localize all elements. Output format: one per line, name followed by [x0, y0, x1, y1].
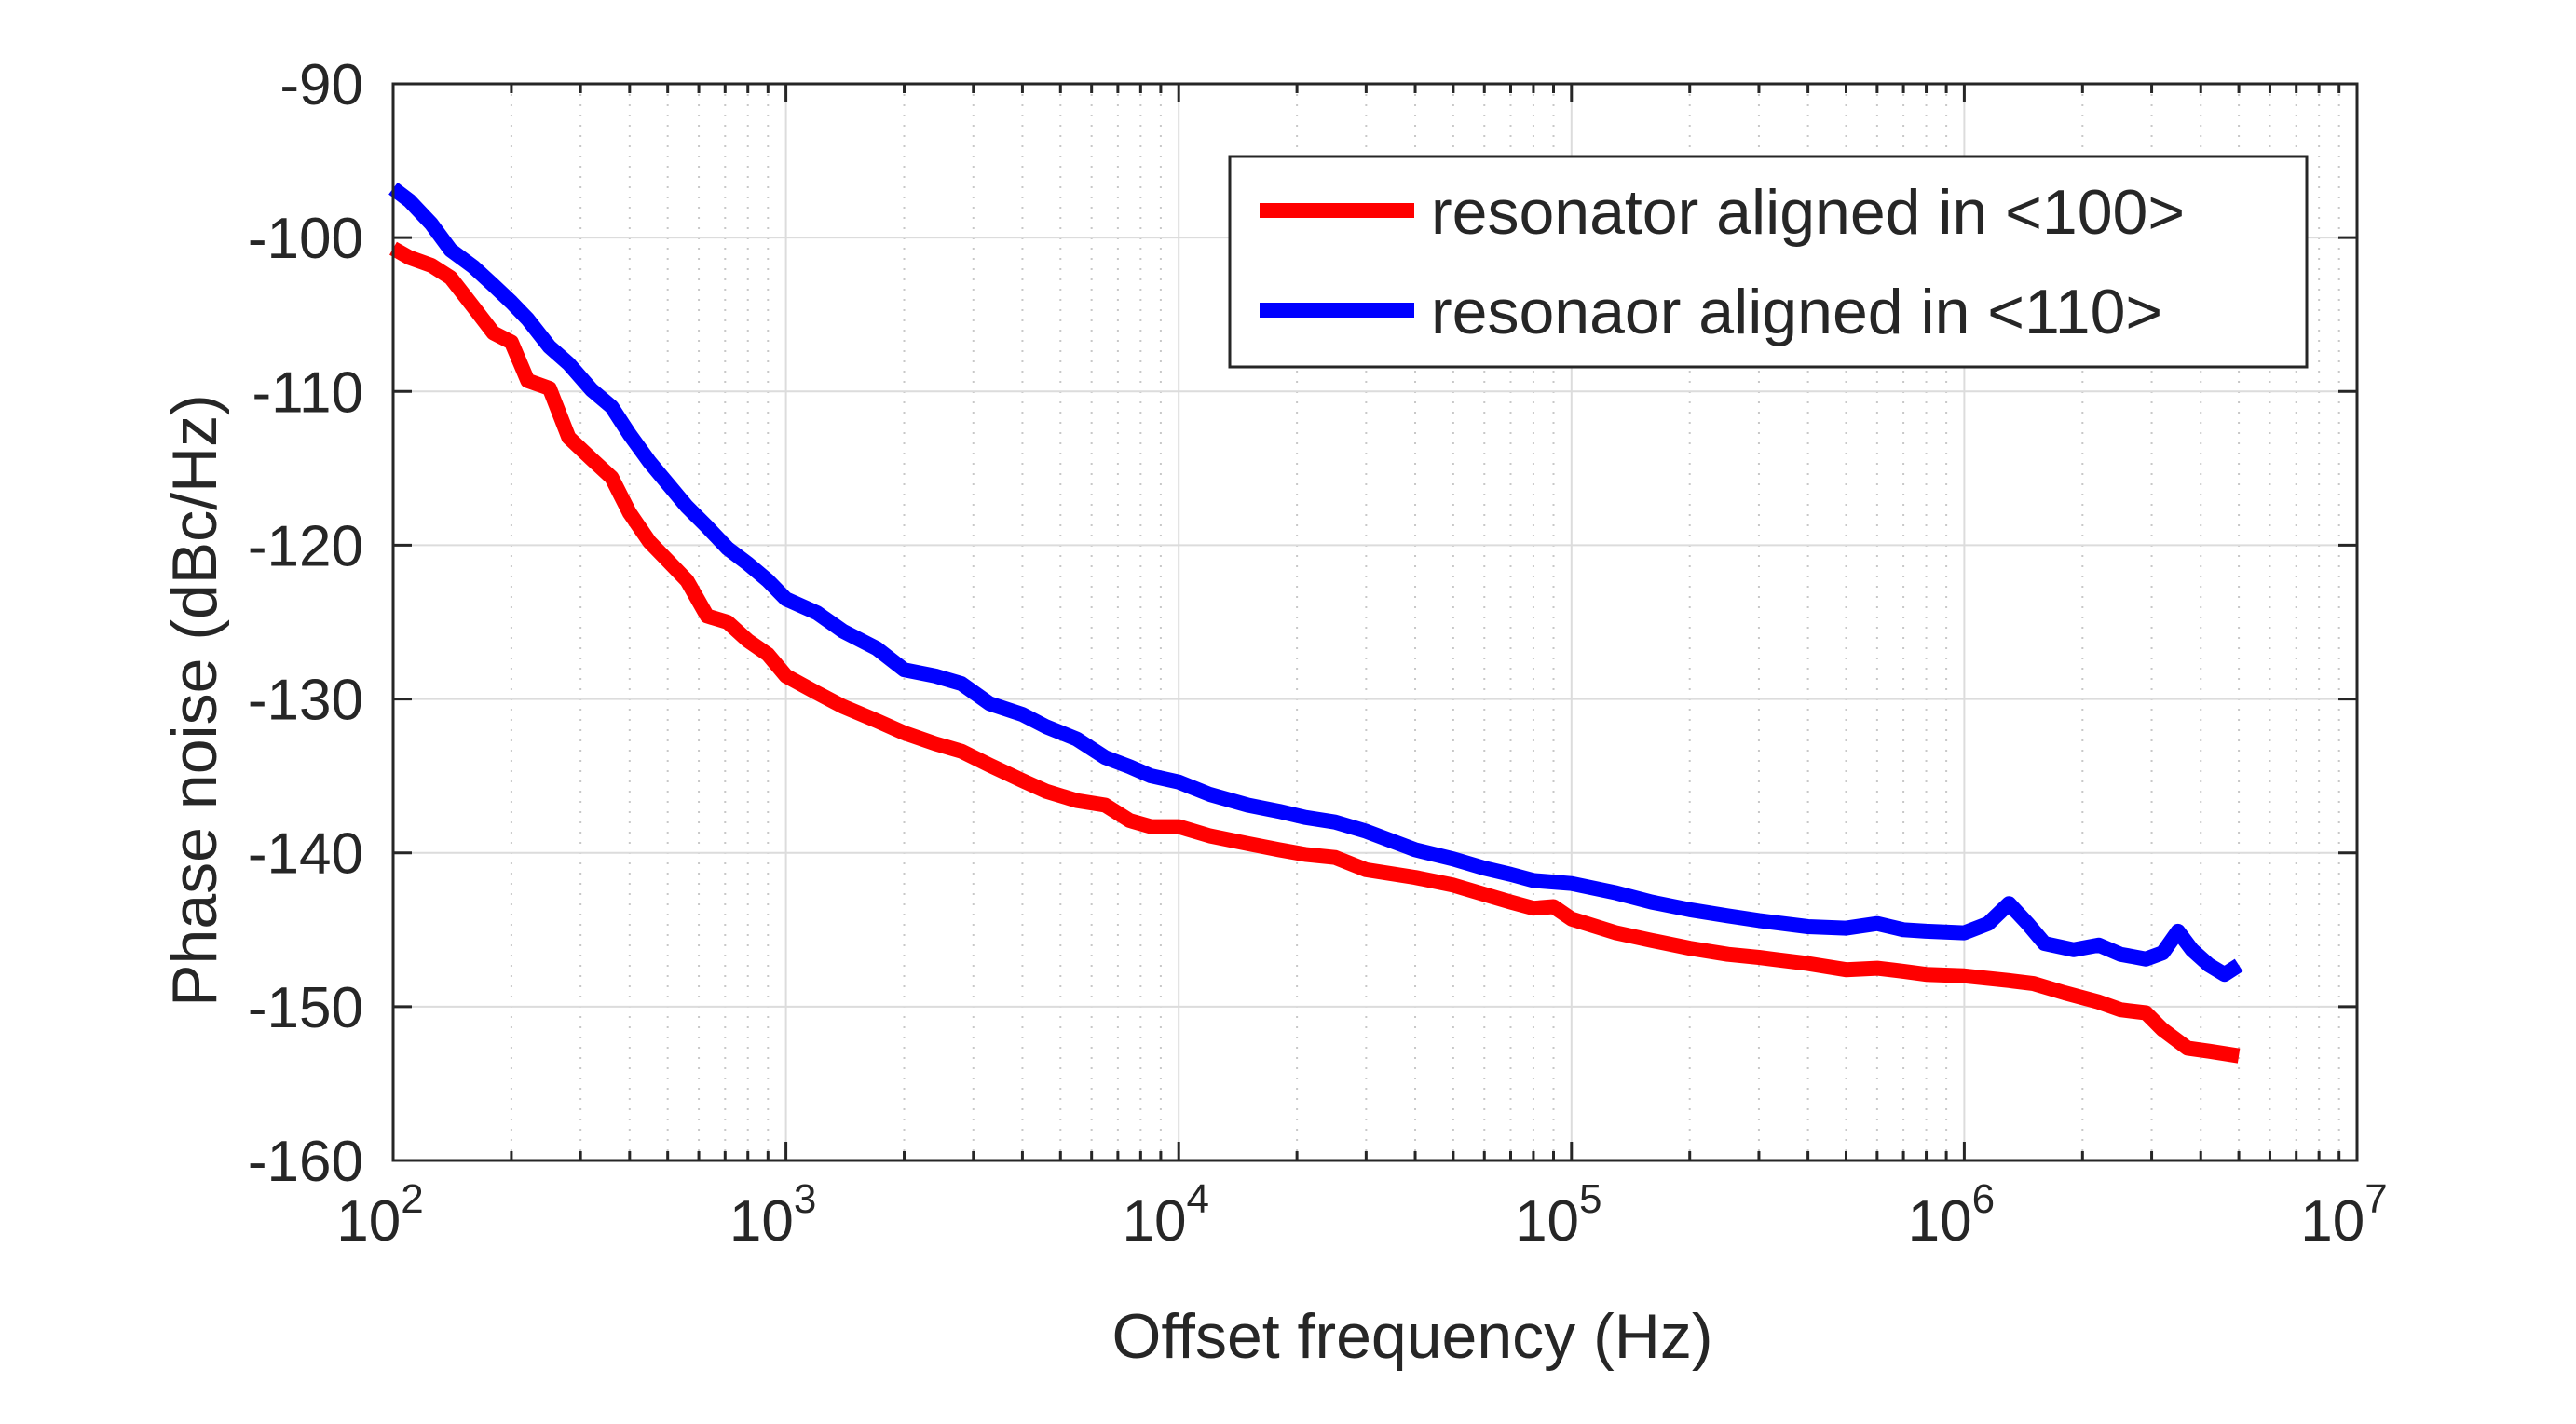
x-tick-label: 107 [2300, 1176, 2387, 1254]
y-tick-label: -110 [252, 360, 364, 425]
axes-frame [391, 82, 2359, 1162]
y-axis-label: Phase noise (dBc/Hz) [159, 394, 230, 1007]
y-tick-label: -120 [248, 514, 363, 578]
axes-layer [391, 82, 2359, 1162]
y-tick-label: -140 [248, 822, 363, 887]
series-line-red [389, 241, 2241, 1064]
y-tick-label: -90 [279, 53, 363, 117]
legend-label-red: resonator aligned in <100> [1431, 177, 2185, 248]
x-tick-label: 104 [1122, 1176, 1208, 1254]
x-tick-label: 106 [1908, 1176, 1995, 1254]
series-layer [388, 182, 2243, 1064]
x-tick-label: 105 [1515, 1176, 1601, 1254]
legend: resonator aligned in <100> resonaor alig… [1228, 155, 2309, 369]
y-tick-label: -100 [248, 207, 363, 271]
y-tick-label: -150 [248, 976, 363, 1040]
x-axis-label: Offset frequency (Hz) [1112, 1301, 1713, 1372]
legend-box [1228, 155, 2309, 369]
legend-label-blue: resonaor aligned in <110> [1431, 277, 2162, 347]
x-tick-label: 102 [336, 1176, 423, 1254]
y-tick-label: -160 [248, 1130, 363, 1194]
x-tick-label: 103 [729, 1176, 816, 1254]
y-tick-label: -130 [248, 669, 363, 733]
series-line-blue [388, 182, 2243, 983]
